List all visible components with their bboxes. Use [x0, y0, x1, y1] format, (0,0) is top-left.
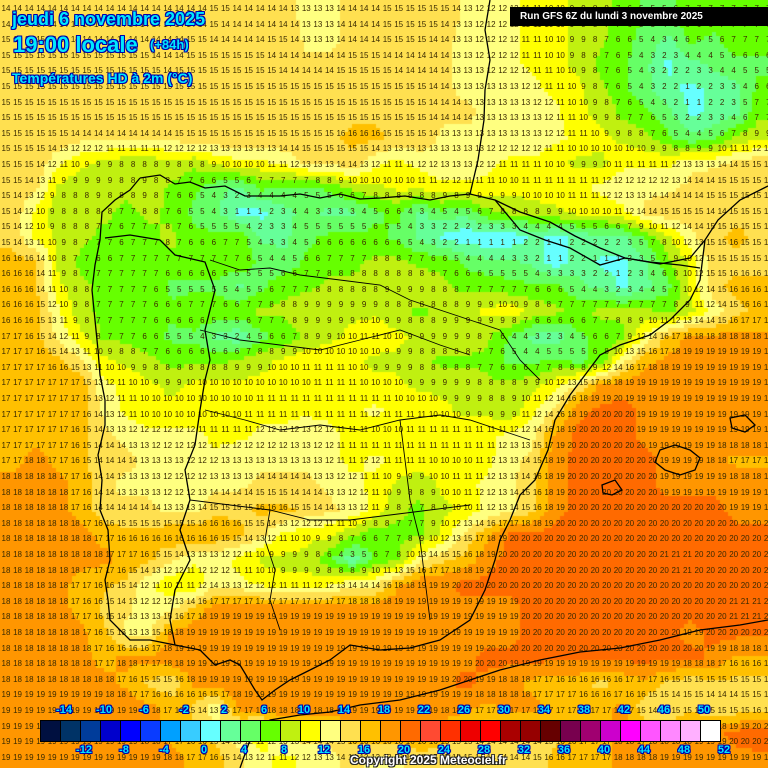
legend-tick-label: 2	[220, 704, 228, 716]
legend-swatch	[481, 721, 501, 741]
legend-tick-label: -6	[139, 704, 149, 716]
legend-swatch	[661, 721, 681, 741]
legend-swatch	[341, 721, 361, 741]
legend-tick-label: -10	[96, 704, 112, 716]
legend-tick-label: 52	[717, 744, 731, 756]
legend-tick-label: 28	[477, 744, 491, 756]
forecast-time: 19:00 locale	[13, 32, 138, 57]
legend-tick-label: 30	[497, 704, 511, 716]
legend-tick-label: -14	[56, 704, 72, 716]
legend-tick-label: 4	[240, 744, 248, 756]
legend-tick-label: 36	[557, 744, 571, 756]
forecast-offset: (+84h)	[150, 37, 189, 52]
legend-swatch	[381, 721, 401, 741]
copyright: Copyright 2025 Meteociel.fr	[350, 753, 507, 767]
legend-swatch	[101, 721, 121, 741]
legend-tick-label: 24	[437, 744, 451, 756]
legend-tick-label: 12	[317, 744, 331, 756]
legend-swatch	[621, 721, 641, 741]
legend-tick-label: 40	[597, 744, 611, 756]
legend-swatch	[601, 721, 621, 741]
legend-swatch	[301, 721, 321, 741]
legend-tick-label: 42	[617, 704, 631, 716]
legend-swatch	[121, 721, 141, 741]
legend-swatch	[141, 721, 161, 741]
legend-tick-label: -12	[76, 744, 92, 756]
legend-swatch	[241, 721, 261, 741]
variable-title: Températures HD à 2m (°C)	[12, 70, 193, 86]
legend-tick-label: 20	[397, 744, 411, 756]
legend-swatch	[261, 721, 281, 741]
legend-swatch	[201, 721, 221, 741]
legend-tick-label: 44	[637, 744, 651, 756]
legend-tick-label: 16	[357, 744, 371, 756]
color-legend	[40, 720, 721, 742]
legend-tick-label: 18	[377, 704, 391, 716]
legend-tick-label: -8	[119, 744, 129, 756]
legend-tick-label: -4	[159, 744, 169, 756]
legend-tick-label: 0	[200, 744, 208, 756]
legend-tick-label: 6	[260, 704, 268, 716]
legend-tick-label: 22	[417, 704, 431, 716]
legend-swatch	[161, 721, 181, 741]
legend-tick-label: 10	[297, 704, 311, 716]
legend-swatch	[281, 721, 301, 741]
legend-swatch	[421, 721, 441, 741]
legend-tick-label: 48	[677, 744, 691, 756]
legend-tick-label: 50	[697, 704, 711, 716]
legend-swatch	[461, 721, 481, 741]
legend-swatch	[81, 721, 101, 741]
legend-swatch	[401, 721, 421, 741]
legend-swatch	[181, 721, 201, 741]
legend-swatch	[441, 721, 461, 741]
legend-swatch	[501, 721, 521, 741]
legend-tick-label: 38	[577, 704, 591, 716]
legend-swatch	[681, 721, 701, 741]
legend-tick-label: -2	[179, 704, 189, 716]
legend-tick-label: 32	[517, 744, 531, 756]
legend-tick-label: 26	[457, 704, 471, 716]
legend-swatch	[541, 721, 561, 741]
legend-swatch	[41, 721, 61, 741]
legend-swatch	[581, 721, 601, 741]
legend-tick-label: 46	[657, 704, 671, 716]
legend-swatch	[361, 721, 381, 741]
legend-swatch	[61, 721, 81, 741]
legend-swatch	[561, 721, 581, 741]
legend-swatch	[641, 721, 661, 741]
run-badge: Run GFS 6Z du lundi 3 novembre 2025	[510, 7, 768, 26]
legend-swatch	[521, 721, 541, 741]
legend-swatch	[321, 721, 341, 741]
legend-swatch	[701, 721, 720, 741]
legend-tick-label: 34	[537, 704, 551, 716]
legend-swatch	[221, 721, 241, 741]
forecast-date: jeudi 6 novembre 2025	[12, 9, 206, 29]
legend-tick-label: 14	[337, 704, 351, 716]
legend-tick-label: 8	[280, 744, 288, 756]
